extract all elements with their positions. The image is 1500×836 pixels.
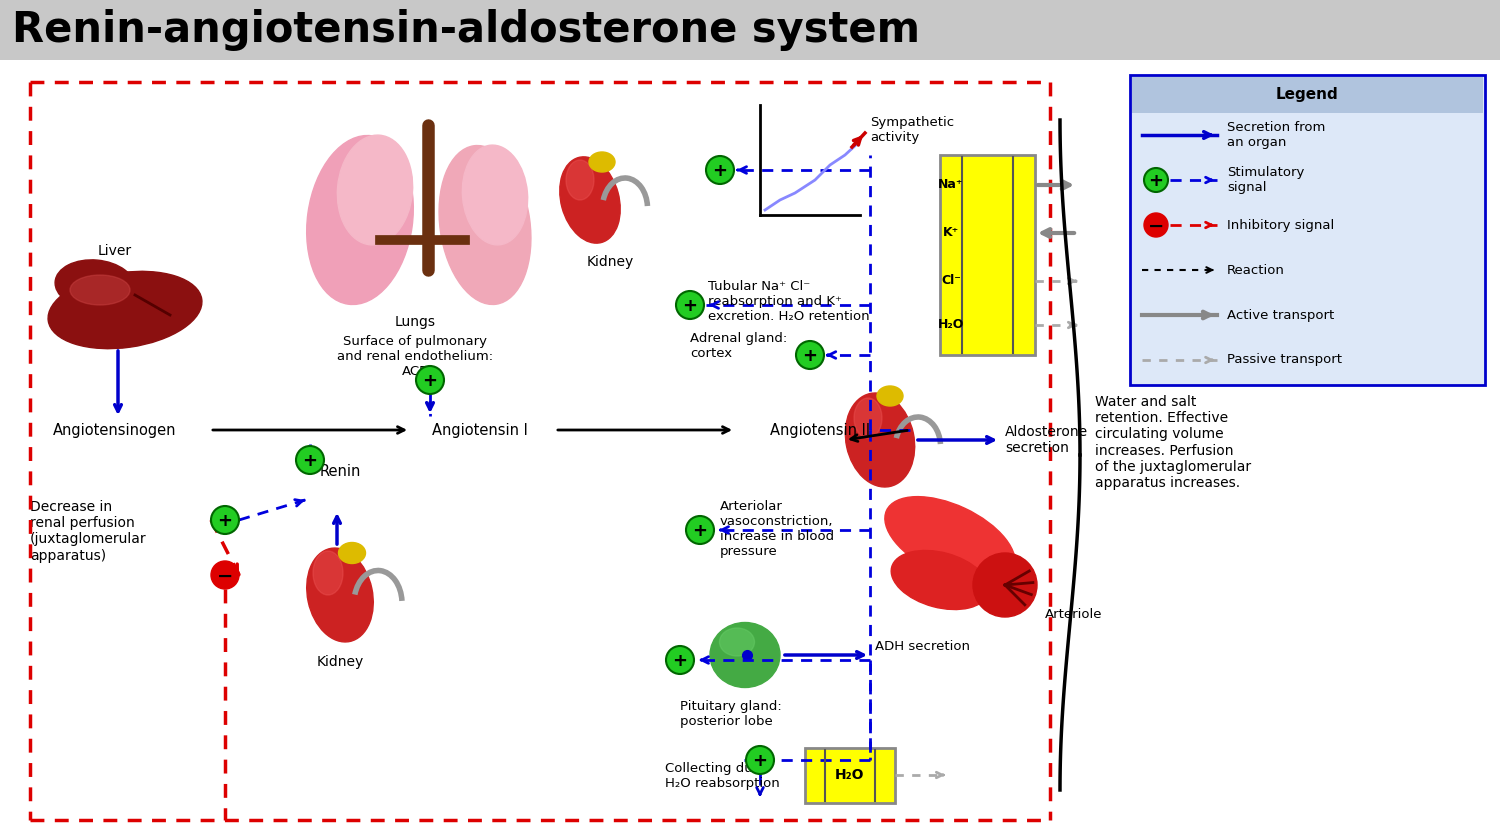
FancyBboxPatch shape — [940, 155, 1035, 355]
Text: H₂O: H₂O — [836, 768, 864, 782]
Circle shape — [211, 506, 238, 534]
Ellipse shape — [590, 152, 615, 172]
Ellipse shape — [314, 551, 344, 595]
FancyBboxPatch shape — [806, 748, 895, 803]
Circle shape — [296, 446, 324, 474]
Text: +: + — [303, 452, 318, 470]
Ellipse shape — [846, 393, 915, 487]
Text: K⁺: K⁺ — [944, 227, 958, 239]
Ellipse shape — [56, 260, 135, 310]
Ellipse shape — [48, 272, 202, 349]
Text: Active transport: Active transport — [1227, 308, 1335, 322]
Text: −: − — [1148, 217, 1164, 236]
Text: Arteriolar
vasoconstriction,
increase in blood
pressure: Arteriolar vasoconstriction, increase in… — [720, 500, 834, 558]
Text: Kidney: Kidney — [316, 655, 363, 669]
Text: +: + — [682, 297, 698, 315]
Text: Na⁺: Na⁺ — [939, 179, 963, 191]
Circle shape — [974, 553, 1036, 617]
Ellipse shape — [710, 623, 780, 687]
Ellipse shape — [853, 398, 882, 438]
Ellipse shape — [462, 145, 528, 245]
Circle shape — [1144, 213, 1168, 237]
Ellipse shape — [560, 157, 620, 243]
Text: ADH secretion: ADH secretion — [874, 640, 971, 653]
Text: Passive transport: Passive transport — [1227, 354, 1342, 366]
Circle shape — [796, 341, 824, 369]
Ellipse shape — [306, 548, 374, 642]
Text: Arteriole: Arteriole — [1046, 609, 1102, 621]
Text: +: + — [712, 162, 728, 180]
Text: +: + — [802, 347, 818, 365]
Circle shape — [746, 746, 774, 774]
Text: Secretion from
an organ: Secretion from an organ — [1227, 121, 1326, 149]
Text: Angiotensinogen: Angiotensinogen — [54, 422, 177, 437]
Text: Lungs: Lungs — [394, 315, 435, 329]
Circle shape — [416, 366, 444, 394]
Text: Pituitary gland:
posterior lobe: Pituitary gland: posterior lobe — [680, 700, 782, 728]
Text: Decrease in
renal perfusion
(juxtaglomerular
apparatus): Decrease in renal perfusion (juxtaglomer… — [30, 500, 147, 563]
Ellipse shape — [306, 135, 414, 304]
Text: Surface of pulmonary
and renal endothelium:
ACE: Surface of pulmonary and renal endotheli… — [338, 335, 494, 378]
Ellipse shape — [440, 145, 531, 304]
Circle shape — [686, 516, 714, 544]
Text: −: − — [217, 567, 232, 585]
Text: +: + — [753, 752, 768, 770]
Text: +: + — [217, 512, 232, 530]
Text: Kidney: Kidney — [586, 255, 633, 269]
Text: Renin-angiotensin-aldosterone system: Renin-angiotensin-aldosterone system — [12, 9, 920, 51]
Circle shape — [676, 291, 703, 319]
Ellipse shape — [891, 550, 989, 609]
Text: +: + — [1149, 172, 1164, 190]
Text: Sympathetic
activity: Sympathetic activity — [870, 116, 954, 144]
Circle shape — [1144, 168, 1168, 192]
Text: Legend: Legend — [1275, 88, 1338, 103]
Text: Tubular Na⁺ Cl⁻
reabsorption and K⁺
excretion. H₂O retention: Tubular Na⁺ Cl⁻ reabsorption and K⁺ excr… — [708, 280, 870, 323]
Ellipse shape — [878, 386, 903, 406]
Text: Stimulatory
signal: Stimulatory signal — [1227, 166, 1305, 194]
Text: Collecting duct:
H₂O reabsorption: Collecting duct: H₂O reabsorption — [664, 762, 780, 790]
Ellipse shape — [720, 628, 754, 656]
Text: +: + — [672, 652, 687, 670]
Circle shape — [211, 561, 238, 589]
Text: Angiotensin II: Angiotensin II — [770, 422, 870, 437]
Ellipse shape — [885, 497, 1016, 584]
Ellipse shape — [338, 135, 412, 245]
Text: +: + — [693, 522, 708, 540]
Circle shape — [706, 156, 734, 184]
Text: Adrenal gland:
cortex: Adrenal gland: cortex — [690, 332, 788, 360]
Text: Renin: Renin — [320, 465, 362, 480]
Ellipse shape — [339, 543, 366, 563]
Ellipse shape — [566, 160, 594, 200]
Text: Cl⁻: Cl⁻ — [940, 274, 962, 288]
Text: +: + — [423, 372, 438, 390]
Text: Liver: Liver — [98, 244, 132, 258]
FancyBboxPatch shape — [1130, 75, 1485, 385]
Ellipse shape — [70, 275, 130, 305]
Text: Water and salt
retention. Effective
circulating volume
increases. Perfusion
of t: Water and salt retention. Effective circ… — [1095, 395, 1251, 490]
Text: H₂O: H₂O — [938, 319, 964, 332]
Bar — [0, 0, 1500, 60]
Text: Inhibitory signal: Inhibitory signal — [1227, 218, 1335, 232]
Text: Angiotensin I: Angiotensin I — [432, 422, 528, 437]
Circle shape — [666, 646, 694, 674]
Text: Reaction: Reaction — [1227, 263, 1286, 277]
Text: Aldosterone
secretion: Aldosterone secretion — [1005, 425, 1088, 455]
FancyBboxPatch shape — [1132, 77, 1484, 113]
